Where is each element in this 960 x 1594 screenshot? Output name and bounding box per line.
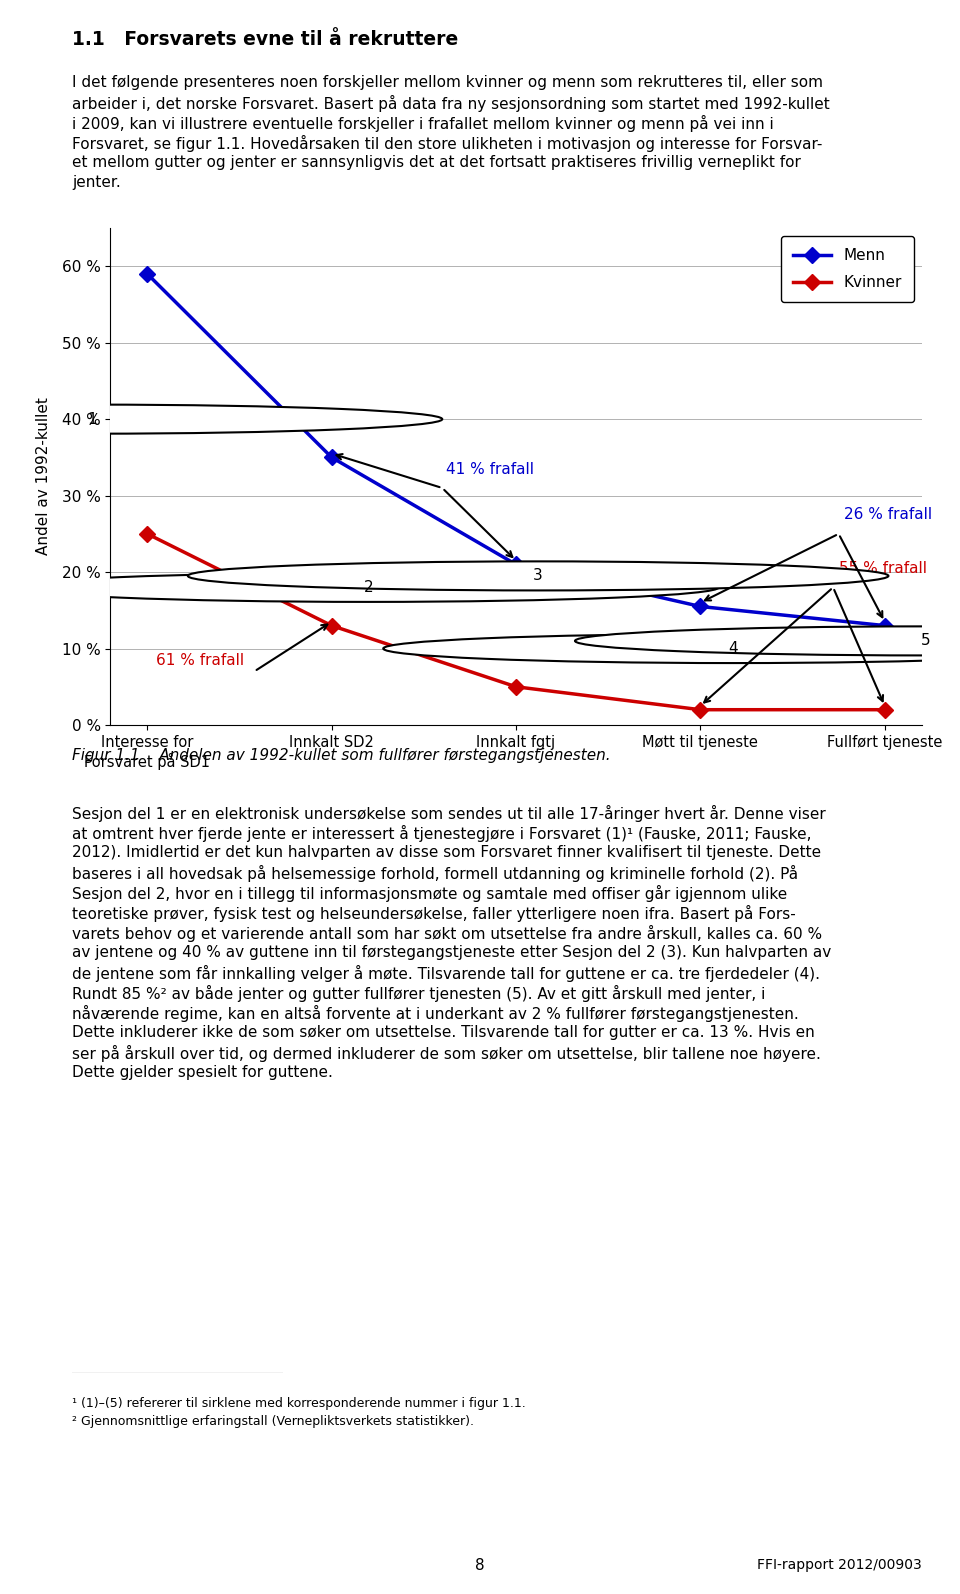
Text: Rundt 85 %² av både jenter og gutter fullfører tjenesten (5). Av et gitt årskull: Rundt 85 %² av både jenter og gutter ful… — [72, 985, 765, 1003]
Text: ² Gjennomsnittlige erfaringstall (Vernepliktsverkets statistikker).: ² Gjennomsnittlige erfaringstall (Vernep… — [72, 1415, 474, 1428]
Text: 41 % frafall: 41 % frafall — [446, 462, 534, 477]
Text: av jentene og 40 % av guttene inn til førstegangstjeneste etter Sesjon del 2 (3): av jentene og 40 % av guttene inn til fø… — [72, 945, 831, 960]
Text: 2012). Imidlertid er det kun halvparten av disse som Forsvaret finner kvalifiser: 2012). Imidlertid er det kun halvparten … — [72, 845, 821, 861]
Y-axis label: Andel av 1992-kullet: Andel av 1992-kullet — [36, 397, 51, 555]
Text: FFI-rapport 2012/00903: FFI-rapport 2012/00903 — [756, 1557, 922, 1572]
Text: ser på årskull over tid, og dermed inkluderer de som søker om utsettelse, blir t: ser på årskull over tid, og dermed inklu… — [72, 1046, 821, 1062]
Text: 55 % frafall: 55 % frafall — [839, 561, 926, 575]
Text: et mellom gutter og jenter er sannsynligvis det at det fortsatt praktiseres friv: et mellom gutter og jenter er sannsynlig… — [72, 155, 801, 171]
Text: 26 % frafall: 26 % frafall — [844, 507, 932, 523]
Text: baseres i all hovedsak på helsemessige forhold, formell utdanning og kriminelle : baseres i all hovedsak på helsemessige f… — [72, 866, 798, 881]
Text: i 2009, kan vi illustrere eventuelle forskjeller i frafallet mellom kvinner og m: i 2009, kan vi illustrere eventuelle for… — [72, 115, 774, 132]
Circle shape — [383, 634, 960, 663]
Text: Sesjon del 1 er en elektronisk undersøkelse som sendes ut til alle 17-åringer hv: Sesjon del 1 er en elektronisk undersøke… — [72, 805, 826, 823]
Text: I det følgende presenteres noen forskjeller mellom kvinner og menn som rekrutter: I det følgende presenteres noen forskjel… — [72, 75, 823, 89]
Text: 3: 3 — [533, 569, 543, 583]
Circle shape — [188, 561, 888, 590]
Text: Forsvaret, se figur 1.1. Hovedårsaken til den store ulikheten i motivasjon og in: Forsvaret, se figur 1.1. Hovedårsaken ti… — [72, 135, 823, 151]
Text: 8: 8 — [475, 1557, 485, 1573]
Circle shape — [575, 626, 960, 655]
Text: 5: 5 — [921, 633, 930, 649]
Text: 61 % frafall: 61 % frafall — [156, 652, 245, 668]
Text: at omtrent hver fjerde jente er interessert å tjenestegjøre i Forsvaret (1)¹ (Fa: at omtrent hver fjerde jente er interess… — [72, 826, 811, 842]
Text: 1: 1 — [87, 411, 97, 427]
Text: Dette gjelder spesielt for guttene.: Dette gjelder spesielt for guttene. — [72, 1065, 333, 1081]
Text: jenter.: jenter. — [72, 175, 121, 190]
Text: nåværende regime, kan en altså forvente at i underkant av 2 % fullfører førstega: nåværende regime, kan en altså forvente … — [72, 1004, 799, 1022]
Text: teoretiske prøver, fysisk test og helseundersøkelse, faller ytterligere noen ifr: teoretiske prøver, fysisk test og helseu… — [72, 905, 796, 921]
Legend: Menn, Kvinner: Menn, Kvinner — [780, 236, 914, 303]
Text: arbeider i, det norske Forsvaret. Basert på data fra ny sesjonsordning som start: arbeider i, det norske Forsvaret. Basert… — [72, 96, 829, 112]
Text: Figur 1.1    Andelen av 1992-kullet som fullfører førstegangstjenesten.: Figur 1.1 Andelen av 1992-kullet som ful… — [72, 748, 611, 764]
Text: Dette inkluderer ikke de som søker om utsettelse. Tilsvarende tall for gutter er: Dette inkluderer ikke de som søker om ut… — [72, 1025, 815, 1039]
Text: Sesjon del 2, hvor en i tillegg til informasjonsmøte og samtale med offiser går : Sesjon del 2, hvor en i tillegg til info… — [72, 885, 787, 902]
Circle shape — [18, 572, 719, 603]
Text: varets behov og et varierende antall som har søkt om utsettelse fra andre årskul: varets behov og et varierende antall som… — [72, 925, 822, 942]
Text: 1.1   Forsvarets evne til å rekruttere: 1.1 Forsvarets evne til å rekruttere — [72, 30, 458, 49]
Text: 4: 4 — [729, 641, 738, 657]
Text: de jentene som får innkalling velger å møte. Tilsvarende tall for guttene er ca.: de jentene som får innkalling velger å m… — [72, 964, 820, 982]
Text: ¹ (1)–(5) refererer til sirklene med korresponderende nummer i figur 1.1.: ¹ (1)–(5) refererer til sirklene med kor… — [72, 1396, 526, 1409]
Text: 2: 2 — [364, 580, 373, 595]
Circle shape — [0, 405, 443, 434]
